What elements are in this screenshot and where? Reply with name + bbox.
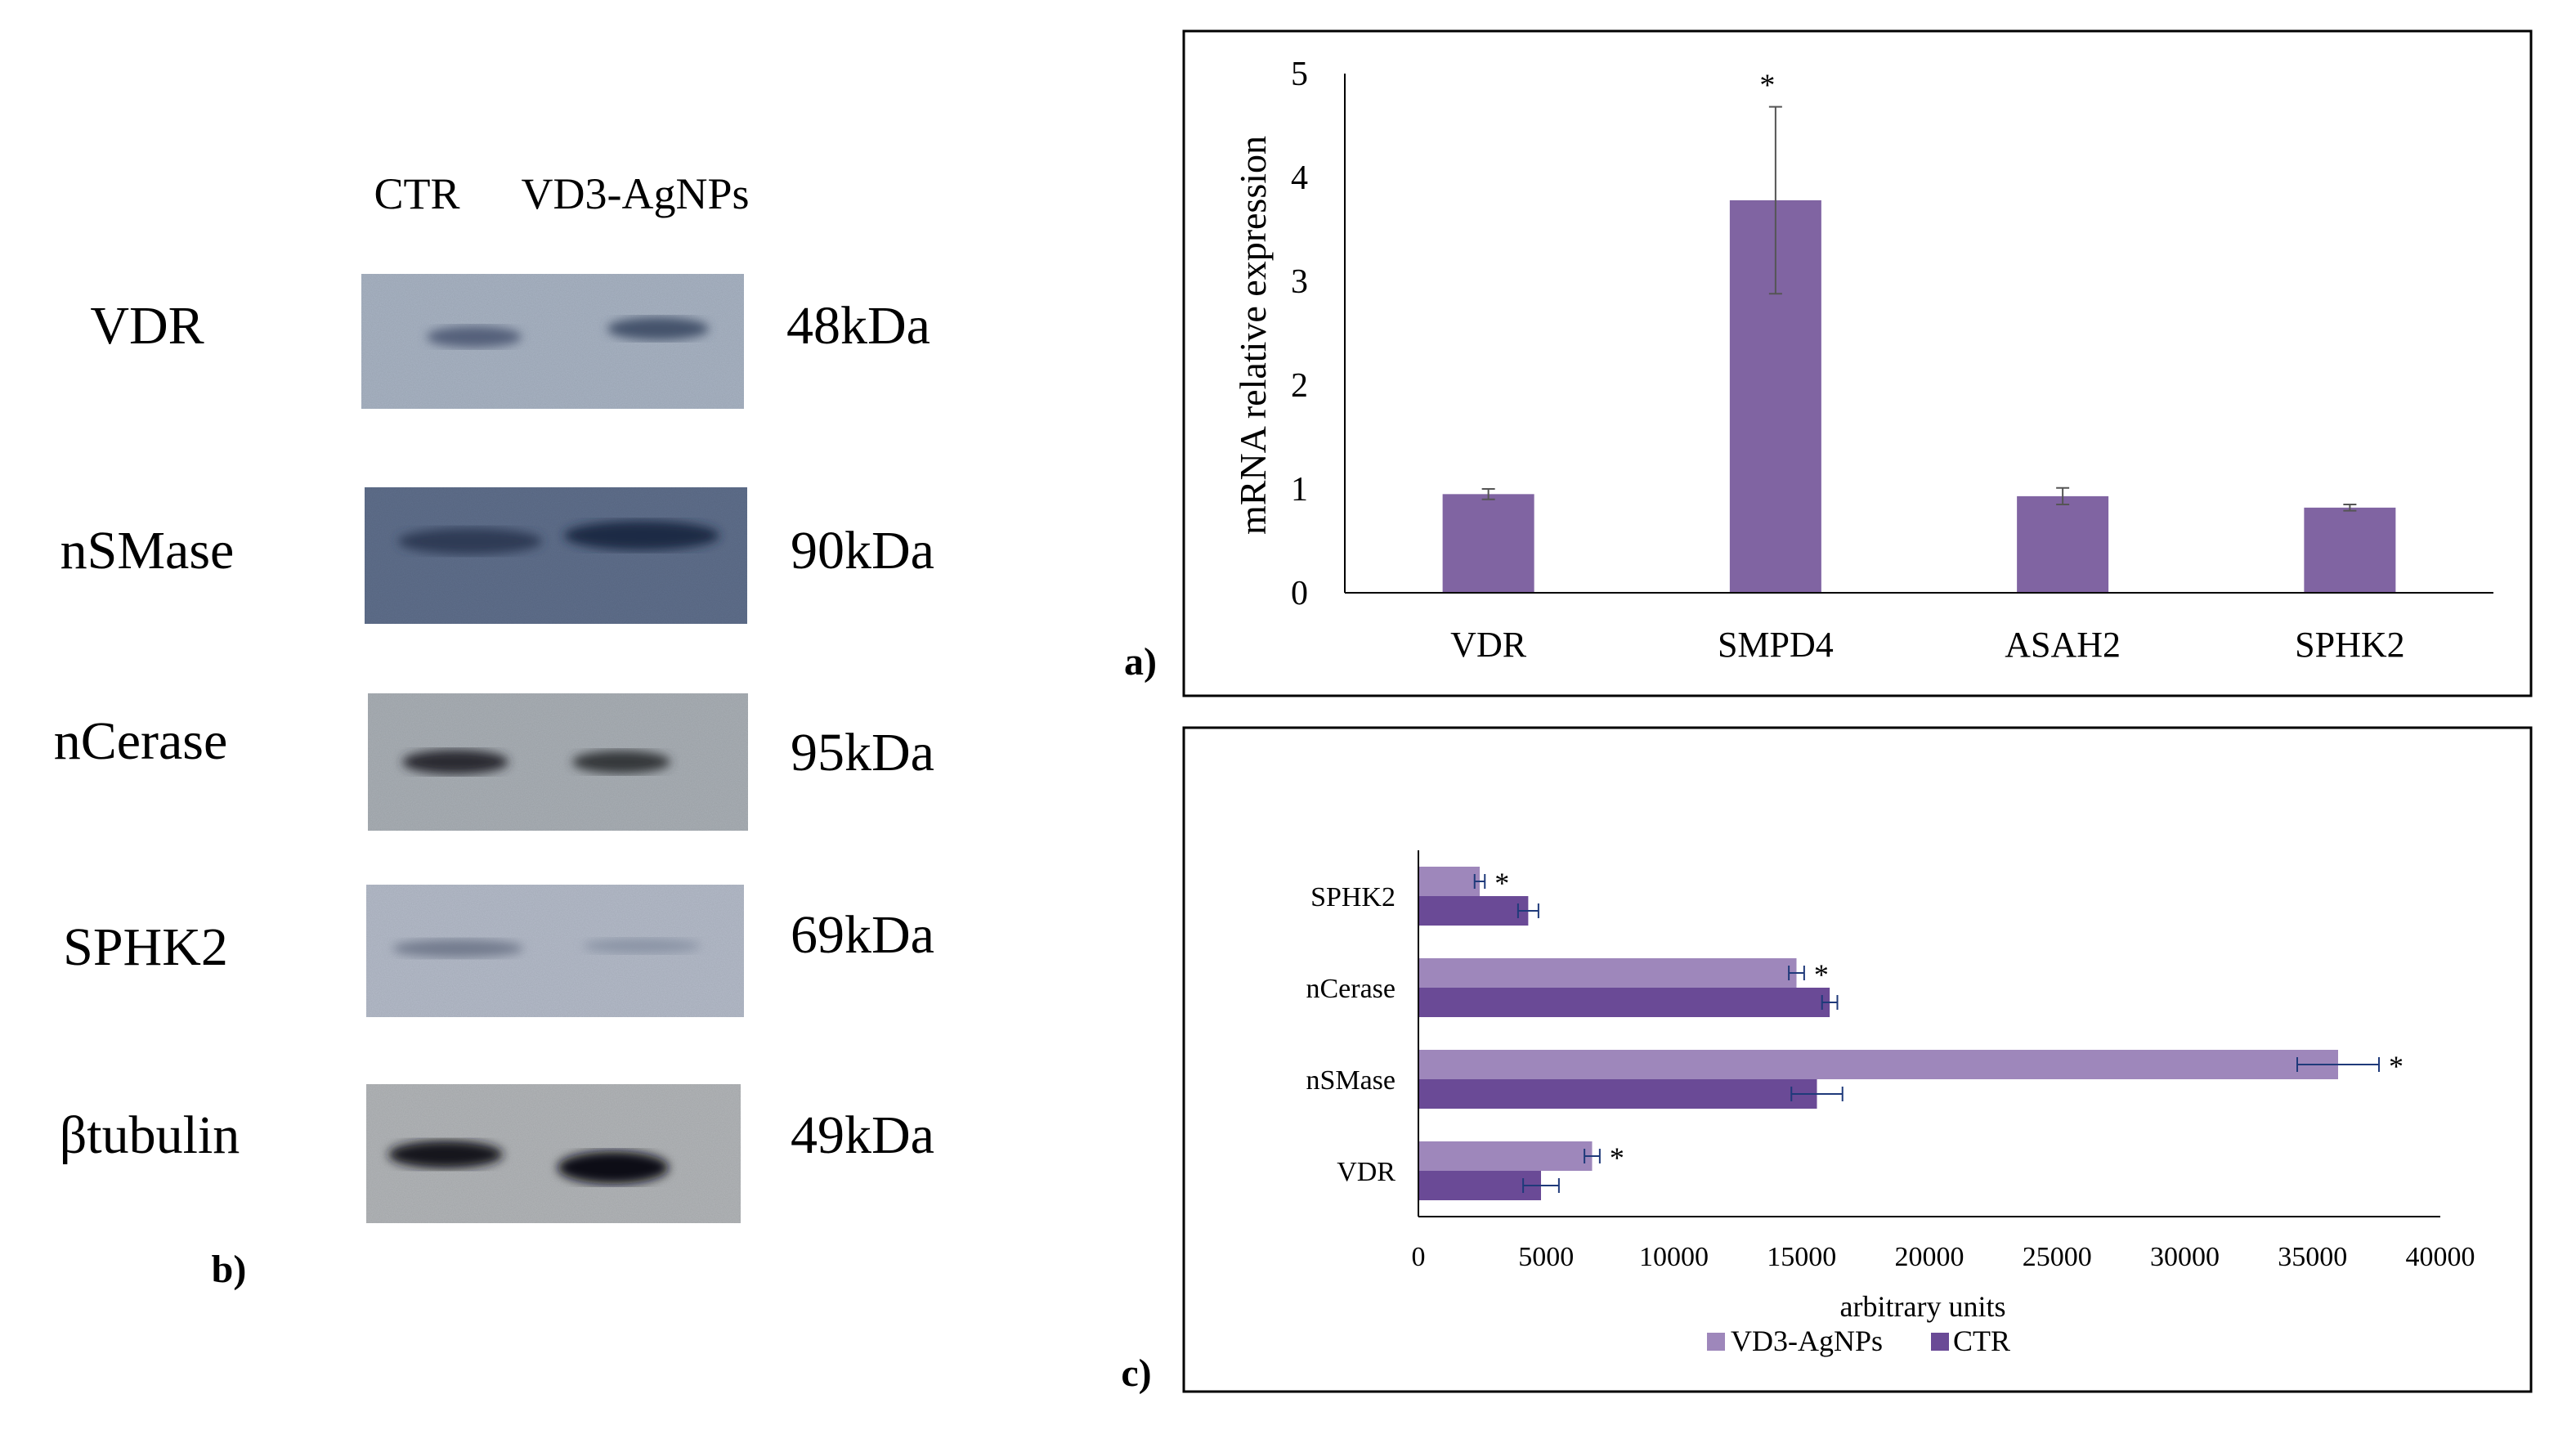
- chart-c-bars: * * * *: [1418, 867, 2404, 1200]
- chart-c-xlabel: arbitrary units: [1840, 1290, 2006, 1323]
- chart-a-xtick-label: SMPD4: [1718, 625, 1834, 665]
- chart-a-panel: a) mRNA relative expression 0 1 2 3 4 5 * VDR…: [1124, 29, 2533, 697]
- chart-c-xtick-label: 25000: [2023, 1242, 2092, 1272]
- chart-a-significance: *: [1759, 69, 1775, 103]
- chart-c-bar-ctr-vdr: [1418, 1171, 1541, 1200]
- blot-protein-sphk2: SPHK2: [63, 917, 228, 977]
- chart-c-xtick-label: 0: [1412, 1242, 1426, 1272]
- chart-c-category-label: nSMase: [1306, 1065, 1396, 1096]
- legend-swatch-vd3-agnps: [1707, 1333, 1725, 1351]
- chart-c-category-label: VDR: [1337, 1157, 1396, 1187]
- blot-size-vdr: 48kDa: [786, 296, 930, 356]
- chart-c-bar-ctr-nsmase: [1418, 1079, 1817, 1109]
- chart-c-category-label: SPHK2: [1310, 882, 1396, 912]
- chart-c-category-label: nCerase: [1306, 974, 1396, 1004]
- chart-a-ytick-label: 1: [1291, 471, 1308, 509]
- chart-a-ytick-label: 5: [1291, 56, 1308, 93]
- legend-swatch-ctr: [1931, 1333, 1949, 1351]
- chart-c-bar-vd3-agnps-sphk2: [1418, 867, 1480, 896]
- blot-size-ncerase: 95kDa: [791, 723, 934, 782]
- band-vdr-treated: [607, 317, 709, 340]
- chart-c-significance: *: [1610, 1141, 1624, 1174]
- band-btubulin-treated: [558, 1151, 669, 1184]
- blot-protein-ncerase: nCerase: [54, 711, 228, 771]
- blot-protein-btubulin: βtubulin: [60, 1105, 240, 1165]
- chart-c-xtick-label: 35000: [2278, 1242, 2347, 1272]
- chart-c-bar-ctr-ncerase: [1418, 988, 1830, 1017]
- chart-a-ylabel: mRNA relative expression: [1232, 136, 1274, 535]
- blot-size-nsmase: 90kDa: [791, 521, 934, 581]
- chart-c-panel: c) * * * * SPHK2 nCerase nSMase VDR 0 5000 10000…: [1121, 726, 2533, 1395]
- chart-a-x-ticks: VDR SMPD4 ASAH2 SPHK2: [1450, 625, 2404, 665]
- panel-label-b: b): [212, 1248, 247, 1291]
- band-sphk2-ctr: [392, 939, 523, 957]
- chart-c-significance: *: [2389, 1050, 2404, 1083]
- chart-a-ytick-label: 4: [1291, 159, 1308, 197]
- blot-strip-vdr-texture: [361, 274, 744, 409]
- panel-label-a: a): [1124, 640, 1157, 684]
- band-ncerase-ctr: [402, 750, 508, 774]
- chart-a-xtick-label: SPHK2: [2295, 625, 2405, 665]
- chart-c-xtick-label: 15000: [1767, 1242, 1836, 1272]
- blot-size-sphk2: 69kDa: [791, 905, 934, 965]
- band-sphk2-treated: [583, 939, 701, 953]
- chart-c-xtick-label: 5000: [1518, 1242, 1574, 1272]
- lane-label-treated: VD3-AgNPs: [521, 169, 749, 218]
- chart-a-bar-sphk2: [2304, 507, 2396, 593]
- chart-a-ytick-label: 2: [1291, 367, 1308, 405]
- chart-a-xtick-label: VDR: [1450, 625, 1527, 665]
- chart-a-y-ticks: 0 1 2 3 4 5: [1291, 56, 1308, 612]
- chart-a-bars: *: [1442, 69, 2396, 593]
- western-blot-panel: CTR VD3-AgNPs VDR 48kDa nSMase 90kDa nCe…: [54, 169, 934, 1291]
- chart-c-bar-vd3-agnps-nsmase: [1418, 1050, 2338, 1079]
- chart-c-xtick-label: 10000: [1639, 1242, 1709, 1272]
- chart-a-ytick-label: 0: [1291, 575, 1308, 612]
- chart-a-xtick-label: ASAH2: [2005, 625, 2121, 665]
- legend-label-ctr: CTR: [1953, 1325, 2010, 1357]
- legend-label-vd3-agnps: VD3-AgNPs: [1731, 1325, 1883, 1357]
- chart-c-legend: VD3-AgNPs CTR: [1707, 1325, 2010, 1357]
- chart-c-frame: [1182, 726, 2533, 1393]
- chart-c-bar-vd3-agnps-ncerase: [1418, 958, 1797, 988]
- chart-a-bar-vdr: [1442, 494, 1534, 593]
- chart-c-y-categories: SPHK2 nCerase nSMase VDR: [1306, 882, 1396, 1187]
- band-nsmase-ctr: [398, 528, 542, 554]
- chart-c-xtick-label: 30000: [2150, 1242, 2220, 1272]
- blot-strip-nsmase-texture: [365, 487, 747, 624]
- band-vdr-ctr: [427, 326, 522, 347]
- lane-label-ctr: CTR: [374, 169, 459, 218]
- band-ncerase-treated: [572, 751, 670, 773]
- blot-protein-nsmase: nSMase: [60, 521, 235, 581]
- blot-protein-vdr: VDR: [90, 296, 204, 356]
- band-btubulin-ctr: [388, 1141, 503, 1168]
- chart-c-x-ticks: 0 5000 10000 15000 20000 25000 30000 35000 40000: [1412, 1242, 2475, 1272]
- chart-c-xtick-label: 20000: [1895, 1242, 1964, 1272]
- chart-a-ytick-label: 3: [1291, 263, 1308, 301]
- chart-c-xtick-label: 40000: [2406, 1242, 2475, 1272]
- chart-c-bar-vd3-agnps-vdr: [1418, 1141, 1593, 1171]
- chart-c-significance: *: [1494, 867, 1509, 899]
- chart-c-bar-ctr-sphk2: [1418, 896, 1529, 926]
- chart-a-bar-asah2: [2017, 495, 2109, 593]
- band-nsmase-treated: [564, 521, 719, 550]
- panel-label-c: c): [1121, 1352, 1151, 1395]
- chart-a-frame: [1182, 29, 2533, 697]
- blot-size-btubulin: 49kDa: [791, 1105, 934, 1165]
- chart-c-significance: *: [1814, 958, 1829, 991]
